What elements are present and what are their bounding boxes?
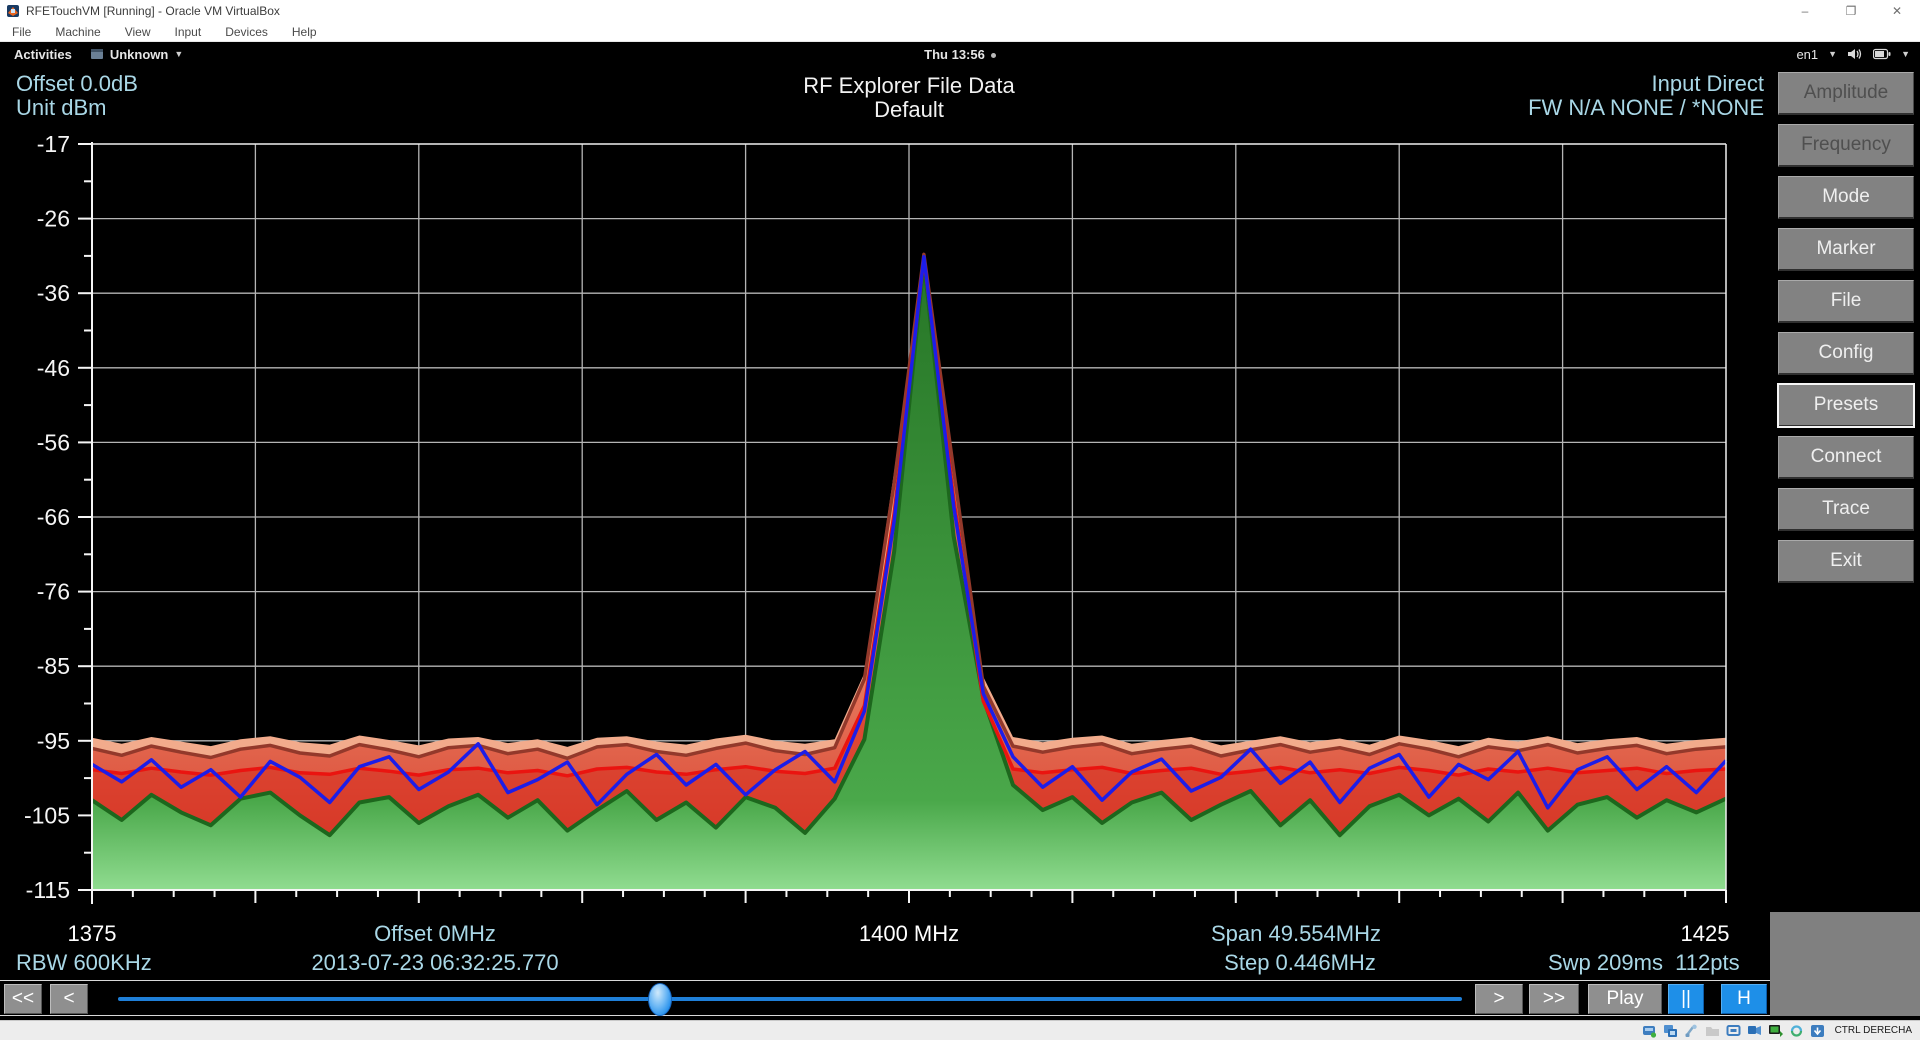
sidebar-item-config[interactable]: Config xyxy=(1778,332,1914,375)
svg-text:-76: -76 xyxy=(37,579,70,605)
menu-input[interactable]: Input xyxy=(174,24,202,39)
app-title: RF Explorer File Data xyxy=(803,73,1015,98)
transport-bar: << < > >> Play || H xyxy=(0,980,1770,1016)
svg-text:-56: -56 xyxy=(37,429,70,455)
sidebar-item-file[interactable]: File xyxy=(1778,280,1914,323)
timestamp-readout: 2013-07-23 06:32:25.770 xyxy=(311,950,559,975)
virtualbox-logo-icon xyxy=(7,5,19,17)
optical-drive-icon[interactable] xyxy=(1663,1024,1678,1038)
sidebar-bottom-panel xyxy=(1770,912,1920,1016)
input-mode-readout: Input Direct xyxy=(1651,71,1765,96)
app-indicator-label: Unknown xyxy=(109,46,169,62)
app-window-icon xyxy=(90,49,103,59)
recording-icon[interactable] xyxy=(1747,1024,1762,1038)
svg-text:-36: -36 xyxy=(37,280,70,306)
svg-text:-26: -26 xyxy=(37,206,70,232)
chevron-down-icon: ▼ xyxy=(1901,49,1910,59)
sidebar-item-marker[interactable]: Marker xyxy=(1778,228,1914,271)
window-title: RFETouchVM [Running] - Oracle VM Virtual… xyxy=(26,4,280,18)
mouse-integration-icon[interactable] xyxy=(1789,1024,1804,1038)
sidebar-item-exit[interactable]: Exit xyxy=(1778,540,1914,583)
sweep-position-slider-thumb[interactable] xyxy=(648,983,672,1016)
step-readout: Step 0.446MHz xyxy=(1224,950,1376,975)
menu-devices[interactable]: Devices xyxy=(225,24,268,39)
vbox-menubar: File Machine View Input Devices Help xyxy=(0,22,1920,42)
rf-explorer-app: Offset 0.0dB Unit dBm RF Explorer File D… xyxy=(0,66,1920,1020)
hdd-activity-icon[interactable] xyxy=(1642,1024,1657,1038)
display-icon[interactable] xyxy=(1726,1024,1741,1038)
restore-icon[interactable]: ❐ xyxy=(1845,4,1857,18)
pause-button[interactable]: || xyxy=(1668,984,1704,1014)
svg-text:-17: -17 xyxy=(37,131,70,157)
menu-help[interactable]: Help xyxy=(291,24,317,39)
fast-forward-button[interactable]: >> xyxy=(1529,984,1579,1014)
sidebar-item-frequency[interactable]: Frequency xyxy=(1778,124,1914,167)
step-back-button[interactable]: < xyxy=(50,984,88,1014)
app-indicator[interactable]: Unknown ▼ xyxy=(90,47,183,62)
sidebar-item-trace[interactable]: Trace xyxy=(1778,488,1914,531)
sidebar-menu: Amplitude Frequency Mode Marker File Con… xyxy=(1770,66,1920,912)
x-label-center: 1400 MHz xyxy=(858,921,960,946)
rbw-readout: RBW 600KHz xyxy=(16,950,152,975)
minimize-icon[interactable]: – xyxy=(1801,4,1809,18)
chevron-down-icon: ▼ xyxy=(1828,49,1838,59)
sidebar-item-mode[interactable]: Mode xyxy=(1778,176,1914,219)
vbox-titlebar: RFETouchVM [Running] - Oracle VM Virtual… xyxy=(0,0,1920,22)
hold-button[interactable]: H xyxy=(1721,984,1767,1014)
rewind-button[interactable]: << xyxy=(4,984,42,1014)
preset-name: Default xyxy=(874,97,944,122)
span-readout: Span 49.554MHz xyxy=(1211,921,1381,946)
step-forward-button[interactable]: > xyxy=(1475,984,1523,1014)
sweep-position-slider-track[interactable] xyxy=(118,997,1462,1001)
svg-text:-46: -46 xyxy=(37,355,70,381)
x-label-end: 1425 xyxy=(1680,921,1730,946)
svg-text:-85: -85 xyxy=(37,653,70,679)
activities-button[interactable]: Activities xyxy=(14,46,72,62)
close-icon[interactable]: ✕ xyxy=(1891,4,1903,18)
svg-text:-105: -105 xyxy=(24,802,70,828)
sidebar-item-presets[interactable]: Presets xyxy=(1777,383,1915,428)
sidebar-item-connect[interactable]: Connect xyxy=(1778,436,1914,479)
clock[interactable]: Thu 13:56 xyxy=(0,47,1920,62)
menu-view[interactable]: View xyxy=(124,24,151,39)
menu-machine[interactable]: Machine xyxy=(55,24,101,39)
chevron-down-icon: ▼ xyxy=(174,49,184,59)
offset-freq-readout: Offset 0MHz xyxy=(374,921,496,946)
svg-text:-66: -66 xyxy=(37,504,70,530)
battery-icon[interactable] xyxy=(1873,48,1891,60)
network-icon[interactable] xyxy=(1768,1024,1783,1038)
sweep-readout: Swp 209ms 112pts xyxy=(1548,950,1740,975)
system-tray[interactable]: en1 ▼ ▼ xyxy=(1796,42,1910,66)
offset-readout: Offset 0.0dB xyxy=(16,71,138,96)
keyboard-capture-icon[interactable] xyxy=(1810,1024,1825,1038)
menu-file[interactable]: File xyxy=(12,24,32,39)
spectrum-chart: -17 -26 -36 -46 -56 -66 -76 -85 -95 -105 -115 xyxy=(24,131,1728,904)
notification-dot xyxy=(990,52,996,58)
play-button[interactable]: Play xyxy=(1588,984,1662,1014)
gnome-top-bar: Activities Unknown ▼ Thu 13:56 en1 ▼ ▼ xyxy=(0,42,1920,66)
vbox-statusbar: CTRL DERECHA xyxy=(0,1020,1920,1040)
host-key-label: CTRL DERECHA xyxy=(1834,1025,1912,1036)
svg-text:-95: -95 xyxy=(37,728,70,754)
firmware-readout: FW N/A NONE / *NONE xyxy=(1528,95,1764,120)
shared-folders-icon[interactable] xyxy=(1705,1024,1720,1038)
keyboard-layout-indicator[interactable]: en1 xyxy=(1796,46,1819,62)
x-label-start: 1375 xyxy=(67,921,117,946)
unit-readout: Unit dBm xyxy=(16,95,107,120)
svg-text:-115: -115 xyxy=(26,877,70,903)
usb-icon[interactable] xyxy=(1684,1024,1699,1038)
sidebar-item-amplitude[interactable]: Amplitude xyxy=(1778,72,1914,115)
volume-icon[interactable] xyxy=(1847,47,1863,61)
